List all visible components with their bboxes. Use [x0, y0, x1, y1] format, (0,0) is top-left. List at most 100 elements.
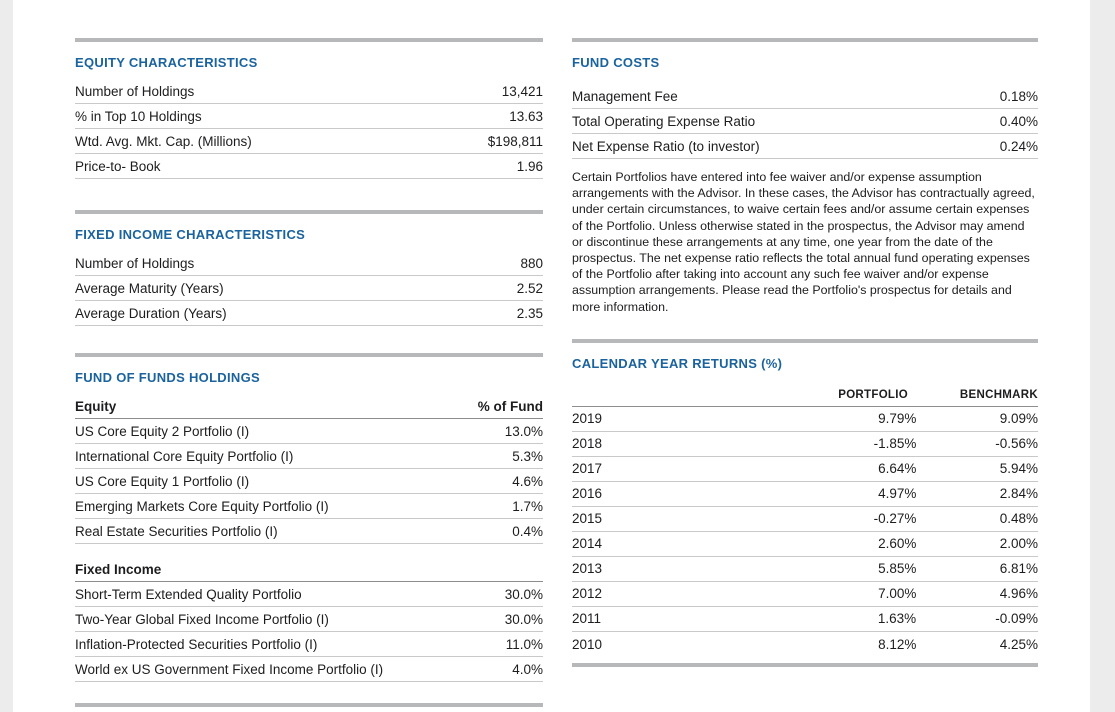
table-row: World ex US Government Fixed Income Port… [75, 657, 543, 682]
year-cell: 2014 [572, 536, 603, 552]
row-label: Inflation-Protected Securities Portfolio… [75, 636, 318, 652]
right-column: FUND COSTS Management Fee 0.18% Total Op… [572, 0, 1038, 667]
section-fund-costs: FUND COSTS Management Fee 0.18% Total Op… [572, 38, 1038, 315]
fixed-income-group-header-row: Fixed Income [75, 558, 543, 582]
row-value: 0.40% [999, 113, 1038, 129]
row-value: 4.0% [512, 661, 543, 677]
row-label: World ex US Government Fixed Income Port… [75, 661, 384, 677]
row-value: 0.18% [999, 88, 1038, 104]
fixed-income-characteristics-table: Number of Holdings 880 Average Maturity … [75, 251, 543, 326]
table-row: 2012 7.00% 4.96% [572, 582, 1038, 607]
row-label: Short-Term Extended Quality Portfolio [75, 586, 302, 602]
benchmark-cell: 2.84% [999, 486, 1038, 502]
table-row: Real Estate Securities Portfolio (I) 0.4… [75, 519, 543, 544]
row-label: Management Fee [572, 88, 678, 104]
section-divider-bar [75, 210, 543, 214]
table-row: 2013 5.85% 6.81% [572, 557, 1038, 582]
portfolio-cell: 1.63% [877, 611, 917, 627]
year-cell: 2013 [572, 561, 603, 577]
table-row: 2010 8.12% 4.25% [572, 632, 1038, 657]
section-title: FIXED INCOME CHARACTERISTICS [75, 227, 306, 242]
row-label: Two-Year Global Fixed Income Portfolio (… [75, 611, 329, 627]
row-label: % in Top 10 Holdings [75, 108, 202, 124]
year-cell: 2011 [572, 611, 602, 627]
portfolio-column-header: PORTFOLIO [838, 388, 908, 401]
row-value: 13,421 [501, 83, 543, 99]
row-label: Average Duration (Years) [75, 305, 227, 321]
row-label: Average Maturity (Years) [75, 280, 224, 296]
table-row: % in Top 10 Holdings 13.63 [75, 104, 543, 129]
row-value: 5.3% [512, 448, 543, 464]
table-row: Average Maturity (Years) 2.52 [75, 276, 543, 301]
table-row: Inflation-Protected Securities Portfolio… [75, 632, 543, 657]
benchmark-cell: 6.81% [999, 561, 1038, 577]
section-divider-bar [75, 353, 543, 357]
table-row: 2011 1.63% -0.09% [572, 607, 1038, 632]
returns-header-row: PORTFOLIO BENCHMARK [572, 383, 1038, 407]
group-header: Fixed Income [75, 562, 162, 577]
row-label: Total Operating Expense Ratio [572, 113, 756, 129]
row-label: US Core Equity 1 Portfolio (I) [75, 473, 250, 489]
section-title: CALENDAR YEAR RETURNS (%) [572, 355, 783, 371]
table-row: Number of Holdings 880 [75, 251, 543, 276]
row-label: Emerging Markets Core Equity Portfolio (… [75, 498, 329, 514]
calendar-returns-table: 2019 9.79% 9.09% 2018 -1.85% -0.56% 2017… [572, 407, 1038, 657]
value-column-header: % of Fund [477, 399, 543, 414]
equity-characteristics-table: Number of Holdings 13,421 % in Top 10 Ho… [75, 79, 543, 179]
section-divider-bar [572, 338, 1038, 343]
table-row: 2018 -1.85% -0.56% [572, 432, 1038, 457]
row-label: Net Expense Ratio (to investor) [572, 138, 760, 154]
table-row: Price-to- Book 1.96 [75, 154, 543, 179]
year-cell: 2012 [572, 586, 603, 602]
year-cell: 2010 [572, 636, 603, 652]
section-divider-bar [572, 38, 1038, 42]
row-value: 1.96 [516, 158, 543, 174]
row-label: International Core Equity Portfolio (I) [75, 448, 294, 464]
row-value: 2.52 [516, 280, 543, 296]
table-row: 2017 6.64% 5.94% [572, 457, 1038, 482]
row-value: 30.0% [504, 611, 543, 627]
table-row: Management Fee 0.18% [572, 84, 1038, 109]
section-fixed-income-characteristics: FIXED INCOME CHARACTERISTICS Number of H… [75, 210, 543, 326]
benchmark-cell: 0.48% [999, 511, 1038, 527]
row-label: Number of Holdings [75, 83, 195, 99]
year-cell: 2017 [572, 461, 603, 477]
fee-waiver-disclaimer: Certain Portfolios have entered into fee… [572, 170, 1035, 314]
left-column: EQUITY CHARACTERISTICS Number of Holding… [75, 0, 543, 707]
table-row: US Core Equity 2 Portfolio (I) 13.0% [75, 419, 543, 444]
portfolio-cell: 5.85% [878, 561, 917, 577]
row-label: Real Estate Securities Portfolio (I) [75, 523, 278, 539]
table-row: 2019 9.79% 9.09% [572, 407, 1038, 432]
row-value: 2.35 [516, 305, 543, 321]
year-cell: 2016 [572, 486, 603, 502]
section-equity-characteristics: EQUITY CHARACTERISTICS Number of Holding… [75, 38, 543, 179]
row-label: Price-to- Book [75, 158, 161, 174]
year-cell: 2015 [572, 511, 603, 527]
table-row: Net Expense Ratio (to investor) 0.24% [572, 134, 1038, 159]
section-divider-bar [75, 703, 543, 707]
portfolio-cell: 6.64% [878, 461, 917, 477]
fixed-income-holdings-table: Short-Term Extended Quality Portfolio 30… [75, 582, 543, 682]
portfolio-cell: 9.79% [878, 411, 917, 427]
portfolio-cell: 2.60% [878, 536, 917, 552]
table-row: Wtd. Avg. Mkt. Cap. (Millions) $198,811 [75, 129, 543, 154]
table-row: Emerging Markets Core Equity Portfolio (… [75, 494, 543, 519]
table-row: Number of Holdings 13,421 [75, 79, 543, 104]
benchmark-cell: -0.09% [995, 611, 1038, 627]
table-row: International Core Equity Portfolio (I) … [75, 444, 543, 469]
group-header: Equity [75, 399, 117, 414]
section-title: FUND OF FUNDS HOLDINGS [75, 370, 260, 385]
benchmark-cell: 2.00% [999, 536, 1038, 552]
row-value: 0.4% [512, 523, 543, 539]
fund-costs-table: Management Fee 0.18% Total Operating Exp… [572, 84, 1038, 159]
equity-group-header-row: Equity % of Fund [75, 395, 543, 419]
row-label: Number of Holdings [75, 255, 195, 271]
section-calendar-year-returns: CALENDAR YEAR RETURNS (%) PORTFOLIO BENC… [572, 338, 1038, 667]
year-cell: 2018 [572, 436, 603, 452]
section-title: EQUITY CHARACTERISTICS [75, 55, 258, 70]
row-label: US Core Equity 2 Portfolio (I) [75, 423, 250, 439]
benchmark-column-header: BENCHMARK [959, 388, 1038, 401]
benchmark-cell: 4.96% [999, 586, 1038, 602]
benchmark-cell: 4.25% [999, 636, 1038, 652]
portfolio-cell: 4.97% [878, 486, 917, 502]
